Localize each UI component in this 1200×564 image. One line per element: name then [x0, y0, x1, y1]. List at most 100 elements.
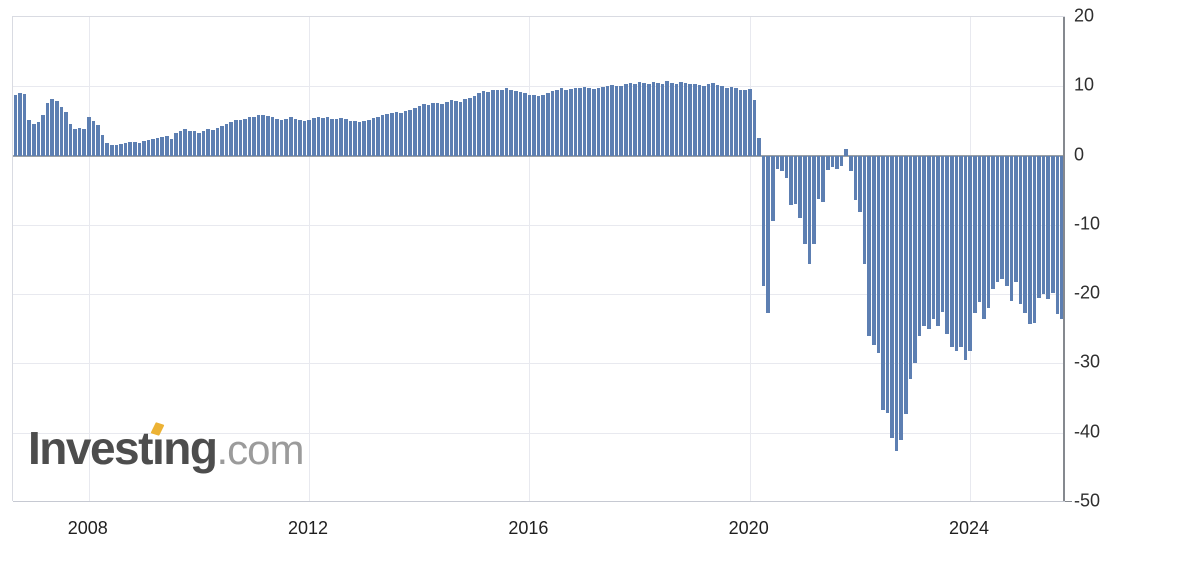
bar [977, 155, 982, 303]
bar [628, 82, 633, 156]
bar [757, 138, 761, 156]
bar [18, 93, 22, 156]
bar [96, 125, 100, 156]
bar [201, 130, 206, 156]
bar [229, 121, 233, 156]
plot-area [12, 16, 1065, 502]
bar [959, 155, 963, 348]
bar [881, 155, 885, 410]
bar [688, 84, 692, 156]
bar [972, 155, 977, 313]
bar [357, 121, 362, 156]
gridline-h [13, 86, 1065, 88]
bar [266, 116, 270, 156]
bar [45, 102, 50, 156]
bar [243, 118, 247, 156]
bar [362, 120, 367, 156]
bar [36, 121, 41, 156]
bar [798, 155, 803, 218]
x-tick-label: 2016 [508, 518, 549, 538]
bar [766, 155, 770, 313]
logo-dotless-i: ı [151, 422, 165, 474]
bar [54, 100, 59, 156]
bar [702, 85, 706, 156]
bar [513, 91, 518, 156]
y-tick-label: -40 [1074, 421, 1101, 442]
bar [68, 123, 73, 156]
bar [486, 91, 490, 156]
gridline-v [88, 17, 90, 501]
bar [403, 111, 408, 156]
bar [100, 134, 105, 156]
bar [982, 155, 986, 320]
bar [206, 129, 210, 156]
bar [91, 120, 96, 156]
bar [803, 155, 807, 245]
bar [793, 155, 798, 205]
bar [963, 155, 968, 360]
bar [178, 130, 183, 156]
gridline-h [13, 224, 1065, 226]
bar [821, 155, 826, 202]
bar [610, 84, 614, 156]
bar [940, 155, 945, 313]
bar [715, 84, 720, 156]
bar [931, 155, 936, 320]
bar [256, 115, 261, 156]
bar [591, 89, 596, 156]
bar [307, 119, 311, 156]
bar [826, 155, 830, 171]
bar [1037, 155, 1041, 298]
bar [587, 88, 591, 156]
logo-word: Investı ng [28, 421, 218, 475]
bar [509, 89, 513, 156]
bar [389, 112, 394, 156]
bar [367, 119, 371, 156]
bar [761, 155, 766, 286]
bar [302, 120, 307, 156]
bar [298, 120, 302, 156]
bar [174, 133, 178, 156]
bar [669, 82, 674, 156]
bar [720, 86, 725, 156]
bar [738, 89, 743, 156]
bar [770, 155, 775, 221]
bar [422, 103, 426, 156]
bar [22, 93, 27, 156]
bar [1050, 155, 1055, 293]
bar [894, 155, 899, 452]
gridline-h [13, 432, 1065, 434]
bar [160, 136, 165, 156]
bar [132, 141, 137, 156]
bar [183, 128, 188, 156]
bar [991, 155, 995, 290]
bar [87, 116, 91, 156]
bar [82, 128, 87, 156]
bar [233, 119, 238, 156]
bar [995, 155, 1000, 283]
bar [380, 115, 385, 156]
bar [532, 95, 536, 156]
bar [137, 143, 142, 156]
bar [876, 155, 881, 354]
bar [289, 117, 293, 156]
bar [408, 109, 412, 156]
axis-corner-tick [1065, 501, 1072, 502]
bar [1046, 155, 1050, 299]
bar [385, 114, 389, 156]
bar [578, 88, 582, 156]
bar [523, 93, 527, 156]
bar [568, 89, 573, 156]
y-tick-label: -30 [1074, 351, 1101, 372]
bar [399, 112, 403, 156]
gridline-v [309, 17, 311, 501]
bar [844, 148, 848, 156]
x-tick-label: 2012 [288, 518, 329, 538]
bar [344, 118, 348, 156]
bar [261, 114, 266, 156]
bar [848, 155, 853, 172]
bar [321, 118, 325, 156]
bar [780, 155, 784, 171]
bar [77, 127, 82, 156]
bar [775, 155, 780, 169]
